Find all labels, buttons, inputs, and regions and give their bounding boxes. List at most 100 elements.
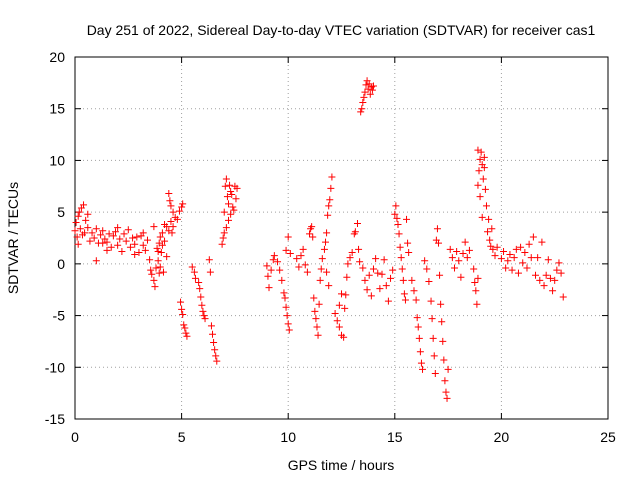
data-point <box>475 167 483 175</box>
data-point <box>480 153 488 161</box>
data-point <box>282 246 290 254</box>
data-point <box>152 264 160 272</box>
data-point <box>389 266 397 274</box>
data-point <box>425 277 433 285</box>
data-point <box>226 181 234 189</box>
data-point <box>99 239 107 247</box>
data-point <box>73 233 81 241</box>
data-point <box>178 305 186 313</box>
data-point <box>444 365 452 373</box>
data-point <box>199 307 207 315</box>
data-point <box>374 269 382 277</box>
data-point <box>168 229 176 237</box>
data-point <box>472 287 480 295</box>
data-point <box>324 211 332 219</box>
data-point <box>82 216 90 224</box>
data-point <box>493 243 501 251</box>
data-point <box>103 246 111 254</box>
data-point <box>211 346 219 354</box>
data-point <box>353 220 361 228</box>
data-point <box>317 265 325 273</box>
data-point <box>120 230 128 238</box>
data-point <box>512 245 520 253</box>
data-point <box>157 248 165 256</box>
data-point <box>326 196 334 204</box>
data-point <box>478 213 486 221</box>
data-point <box>415 334 423 342</box>
data-point <box>346 254 354 262</box>
data-point <box>232 195 240 203</box>
data-point <box>313 323 321 331</box>
data-point <box>181 324 189 332</box>
data-point <box>315 300 323 308</box>
data-point <box>369 82 377 90</box>
data-point <box>114 241 122 249</box>
data-point <box>366 90 374 98</box>
data-point <box>195 278 203 286</box>
data-point <box>497 255 505 263</box>
data-point <box>311 307 319 315</box>
data-point <box>341 304 349 312</box>
data-point <box>488 225 496 233</box>
data-point <box>368 86 376 94</box>
data-point <box>182 329 190 337</box>
data-point <box>159 268 167 276</box>
data-point <box>320 245 328 253</box>
data-point <box>470 265 478 273</box>
data-point <box>274 258 282 266</box>
data-point <box>506 251 514 259</box>
data-point <box>396 243 404 251</box>
data-point <box>414 323 422 331</box>
data-point <box>523 264 531 272</box>
data-point <box>280 289 288 297</box>
data-point <box>431 369 439 377</box>
data-point <box>508 266 516 274</box>
data-point <box>331 310 339 318</box>
data-point <box>453 247 461 255</box>
data-point <box>105 230 113 238</box>
data-point <box>285 326 293 334</box>
data-point <box>154 247 162 255</box>
data-point <box>116 235 124 243</box>
data-point <box>361 276 369 284</box>
data-point <box>301 261 309 269</box>
data-point <box>400 290 408 298</box>
data-point <box>391 210 399 218</box>
data-point <box>92 257 100 265</box>
data-point <box>441 377 449 385</box>
data-point <box>521 248 529 256</box>
data-point <box>179 200 187 208</box>
data-point <box>450 264 458 272</box>
data-point <box>150 276 158 284</box>
data-point <box>84 210 92 218</box>
x-tick-label: 15 <box>387 429 403 445</box>
data-point <box>103 238 111 246</box>
data-point <box>419 365 427 373</box>
data-point <box>306 230 314 238</box>
data-point <box>129 234 137 242</box>
data-point <box>479 175 487 183</box>
data-point <box>156 263 164 271</box>
data-point <box>178 203 186 211</box>
data-point <box>155 269 163 277</box>
data-point <box>527 254 535 262</box>
data-point <box>361 88 369 96</box>
data-point <box>504 257 512 265</box>
axis-ticks <box>74 56 609 420</box>
data-point <box>359 264 367 272</box>
data-point <box>198 301 206 309</box>
data-point <box>335 323 343 331</box>
data-point <box>484 228 492 236</box>
data-point <box>382 282 390 290</box>
data-point <box>428 315 436 323</box>
data-point <box>440 356 448 364</box>
data-point <box>71 227 79 235</box>
data-point <box>439 337 447 345</box>
data-point <box>356 258 364 266</box>
data-point <box>153 244 161 252</box>
data-point <box>323 229 331 237</box>
data-point <box>177 298 185 306</box>
data-point <box>378 270 386 278</box>
data-point <box>133 233 141 241</box>
data-point <box>227 187 235 195</box>
